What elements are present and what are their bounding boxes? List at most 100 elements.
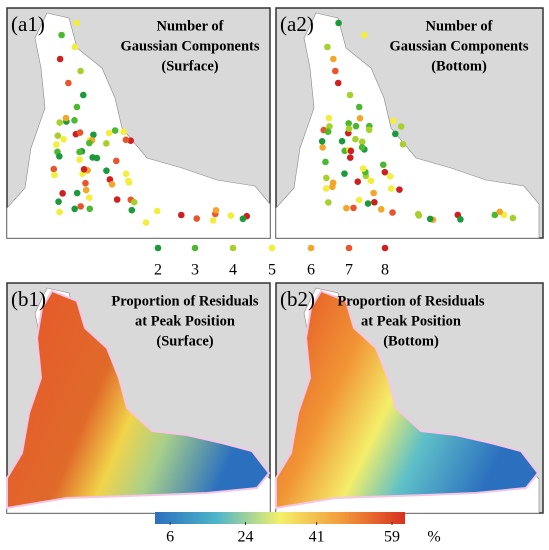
panel-title: Number of: [426, 18, 493, 34]
station-dot: [77, 203, 85, 210]
map-panel: (a2) Number of Gaussian Components (Bottom): [275, 7, 544, 239]
station-dot: [350, 204, 357, 212]
station-dot: [332, 67, 339, 75]
station-dot: [142, 219, 150, 226]
station-dot: [387, 185, 395, 192]
station-dot: [128, 206, 136, 214]
station-dot: [56, 153, 63, 160]
station-dot: [389, 209, 396, 216]
station-dot: [73, 19, 80, 27]
station-dot: [193, 215, 201, 222]
station-dot: [390, 117, 397, 125]
water: [275, 12, 540, 239]
station-dot: [371, 198, 378, 206]
station-dot: [365, 126, 373, 134]
station-dot: [122, 170, 130, 178]
station-dot: [386, 173, 394, 180]
station-dot: [367, 177, 375, 185]
station-dot: [352, 122, 360, 130]
station-dot: [105, 129, 113, 137]
station-dot: [377, 206, 385, 213]
station-dot: [51, 171, 58, 179]
station-dot: [343, 204, 350, 212]
panel-title: (Surface): [156, 333, 213, 349]
station-dot: [120, 128, 127, 136]
station-dot: [56, 119, 63, 126]
legend-dot: [191, 244, 199, 252]
map-panel: (b1) Proportion of Residuals at Peak Posit…: [6, 282, 271, 514]
map-panel: (a1) Number of Gaussian Components (Surface…: [6, 7, 271, 239]
station-dot: [71, 43, 79, 51]
station-dot: [347, 147, 355, 155]
station-dot: [108, 180, 116, 188]
station-dot: [392, 130, 399, 138]
legend-label: 8: [381, 262, 389, 279]
legend-dot: [345, 244, 353, 252]
field: [6, 289, 271, 510]
water: [6, 12, 271, 239]
station-dot: [346, 154, 354, 161]
station-dot: [457, 216, 464, 223]
station-dot: [73, 189, 81, 197]
station-dot: [323, 174, 330, 182]
station-dot: [54, 132, 62, 140]
station-dot: [86, 139, 93, 147]
station-dot: [335, 19, 342, 27]
panel-title: at Peak Position: [361, 313, 461, 329]
station-dot: [318, 138, 326, 145]
station-dot: [103, 140, 110, 147]
station-dot: [56, 55, 64, 63]
station-dot: [59, 190, 66, 197]
station-dot: [209, 217, 217, 224]
colorbar-tick-label: 24: [237, 529, 253, 546]
station-dot: [355, 103, 363, 111]
station-dot: [322, 158, 329, 166]
station-dot: [153, 207, 161, 215]
station-dot: [324, 128, 332, 135]
station-dot: [370, 189, 377, 197]
station-dot: [379, 161, 387, 169]
station-dot: [53, 141, 60, 148]
station-dot: [415, 212, 423, 219]
station-dot: [399, 140, 407, 148]
station-dot: [325, 114, 333, 122]
station-dot: [80, 165, 88, 173]
station-dot: [426, 215, 434, 223]
station-dot: [60, 135, 67, 143]
station-dot: [364, 200, 372, 207]
station-dot: [341, 170, 348, 177]
legend-dot: [307, 244, 315, 252]
station-dot: [334, 79, 342, 87]
colorbar-tick-label: 59: [384, 529, 400, 546]
station-dot: [93, 154, 101, 162]
panel-title: (Bottom): [383, 333, 439, 349]
station-dot: [86, 194, 93, 201]
station-dot: [212, 207, 220, 214]
station-dot: [396, 186, 403, 193]
station-dot: [50, 165, 58, 173]
station-dot: [358, 144, 366, 151]
station-dot: [496, 208, 504, 216]
station-dot: [227, 212, 235, 219]
legend-label: 4: [229, 262, 237, 279]
station-dot: [239, 215, 247, 223]
station-dot: [76, 129, 84, 136]
station-dot: [319, 144, 326, 151]
station-dot: [491, 211, 499, 219]
panel-title: (Surface): [161, 58, 218, 74]
legend-dot: [381, 244, 389, 252]
colorbar-tick-label: 41: [309, 529, 325, 546]
station-dot: [90, 131, 97, 139]
station-dot: [345, 120, 352, 127]
station-dot: [329, 179, 337, 187]
panel-title: Proportion of Residuals: [111, 293, 259, 309]
station-dot: [345, 125, 353, 133]
station-dot: [79, 91, 87, 99]
station-dot: [358, 138, 366, 146]
station-dot: [65, 79, 72, 87]
legend-dot: [154, 244, 162, 252]
station-dot: [381, 168, 389, 176]
station-dot: [325, 199, 332, 206]
legend-dot: [229, 244, 237, 252]
legend-label: 2: [154, 262, 162, 279]
